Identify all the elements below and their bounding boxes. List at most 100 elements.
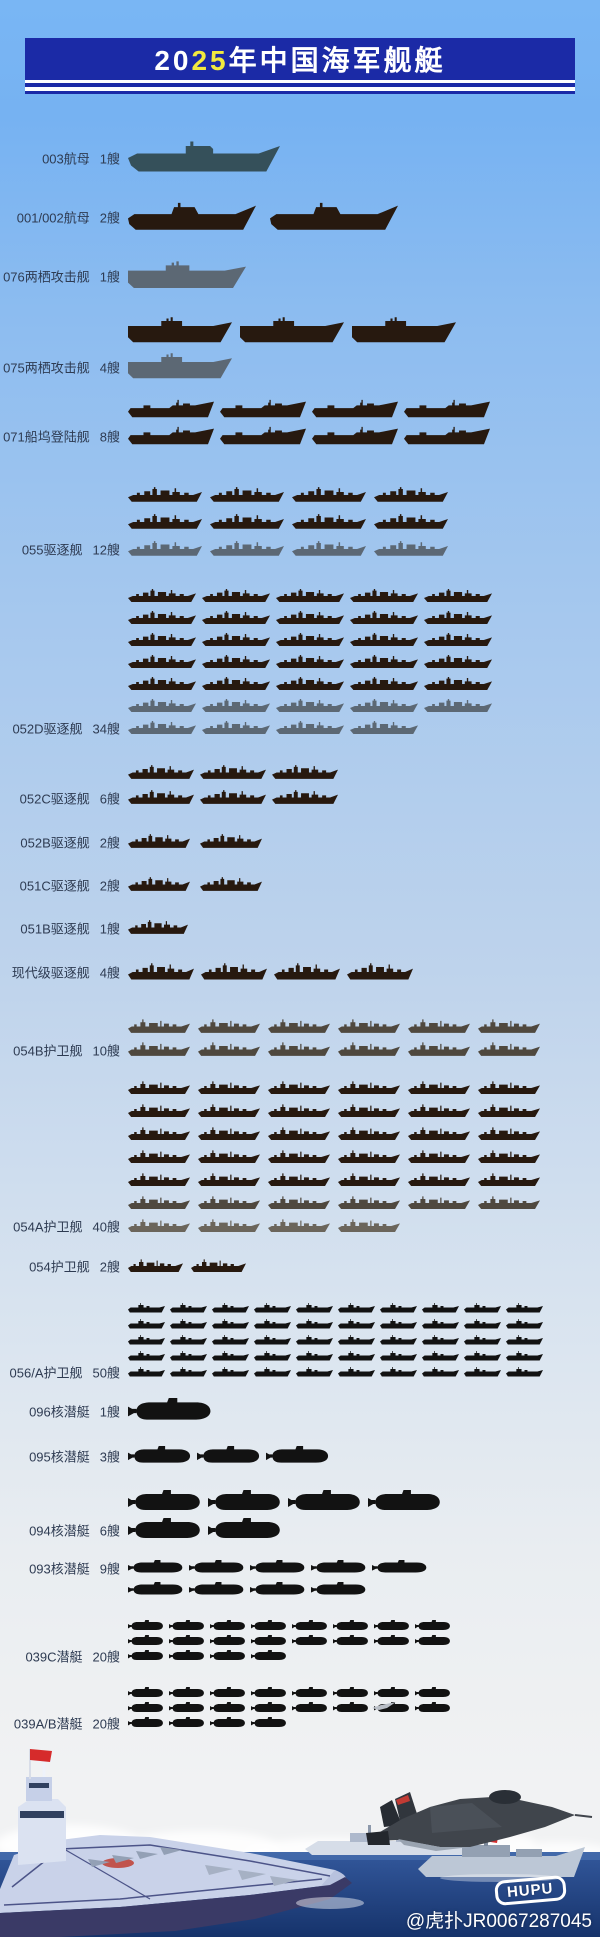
- fleet-label-001002: 001/002航母 2艘: [16, 210, 120, 226]
- ship-row-051C: [128, 876, 262, 893]
- watermark-text: @虎扑JR0067287045: [405, 1911, 592, 1932]
- sub-ship-icon: [374, 1635, 410, 1647]
- ship-row-052B: [128, 833, 262, 850]
- ffg-ship-icon: [198, 1172, 260, 1188]
- sub-ship-icon: [128, 1490, 202, 1514]
- fleet-label-052C: 052C驱逐舰 6艘: [19, 791, 120, 806]
- banner-stripe-navy: [25, 83, 575, 87]
- ffg-ship-icon: [128, 1041, 190, 1058]
- ship-row-054A: [128, 1149, 540, 1165]
- ship-row-071: [128, 398, 490, 420]
- carrier-illustration: [0, 1749, 364, 1937]
- fleet-label-076: 076两栖攻击舰 1艘: [3, 269, 120, 285]
- cvt-ship-icon: [128, 1318, 165, 1330]
- ship-row-052D: [128, 632, 492, 648]
- ship-row-093: [128, 1560, 428, 1575]
- ffg-ship-icon: [478, 1018, 540, 1035]
- ffg-ship-icon: [128, 1149, 190, 1165]
- fleet-label-055: 055驱逐舰 12艘: [21, 542, 120, 558]
- ddg-ship-icon: [347, 962, 413, 982]
- ddg-ship-icon: [128, 588, 196, 604]
- ship-row-051B: [128, 919, 188, 936]
- ship-row-XDJ: [128, 962, 413, 982]
- ship-row-094: [128, 1490, 442, 1514]
- sub-ship-icon: [128, 1620, 164, 1632]
- title-bar: 2025年中国海军舰艇: [25, 38, 575, 80]
- deck-jets-front: [205, 1865, 298, 1886]
- sub-ship-icon: [128, 1518, 202, 1542]
- ship-row-093: [128, 1582, 367, 1597]
- ffg-ship-icon: [198, 1080, 260, 1096]
- ffg-ship-icon: [338, 1195, 400, 1211]
- ffg-ship-icon: [408, 1195, 470, 1211]
- ffg-ship-icon: [191, 1258, 246, 1274]
- cvt-ship-icon: [506, 1366, 543, 1378]
- ddg-ship-icon: [424, 698, 492, 714]
- sub-ship-icon: [333, 1702, 369, 1714]
- fleet-label-052D: 052D驱逐舰 34艘: [12, 721, 120, 737]
- ship-row-052D: [128, 588, 492, 604]
- ddg-ship-icon: [128, 513, 202, 531]
- ffg-ship-icon: [478, 1195, 540, 1211]
- ddg-ship-icon: [374, 540, 448, 558]
- ship-row-095: [128, 1446, 330, 1466]
- sub-ship-icon: [169, 1620, 205, 1632]
- sub-ship-icon: [251, 1620, 287, 1632]
- sub-ship-icon: [292, 1635, 328, 1647]
- sub-ship-icon: [210, 1635, 246, 1647]
- cvt-ship-icon: [170, 1334, 207, 1346]
- sub-ship-icon: [197, 1446, 261, 1466]
- ffg-ship-icon: [268, 1018, 330, 1035]
- ddg-ship-icon: [128, 919, 188, 936]
- ddg-ship-icon: [276, 632, 344, 648]
- ffg-ship-icon: [408, 1149, 470, 1165]
- sub-ship-icon: [251, 1702, 287, 1714]
- cvt-ship-icon: [422, 1318, 459, 1330]
- ffg-ship-icon: [128, 1080, 190, 1096]
- ship-row-056A: [128, 1302, 543, 1314]
- ffg-ship-icon: [338, 1103, 400, 1119]
- lhd-ship-icon: [128, 260, 246, 292]
- ddg-ship-icon: [350, 720, 418, 736]
- ship-row-055: [128, 540, 448, 558]
- sub-ship-icon: [311, 1560, 367, 1575]
- ddg-ship-icon: [374, 486, 448, 504]
- ffg-ship-icon: [338, 1218, 400, 1234]
- ffg-ship-icon: [128, 1218, 190, 1234]
- deck-jets: [88, 1847, 182, 1867]
- sub-ship-icon: [208, 1490, 282, 1514]
- fleet-label-056A: 056/A护卫舰 50艘: [9, 1365, 120, 1381]
- ddg-ship-icon: [272, 789, 338, 806]
- ffg-ship-icon: [128, 1018, 190, 1035]
- ddg-ship-icon: [274, 962, 340, 982]
- cvt-ship-icon: [254, 1302, 291, 1314]
- ship-row-052C: [128, 789, 338, 806]
- cvt-ship-icon: [254, 1350, 291, 1362]
- ddg-ship-icon: [276, 610, 344, 626]
- ship-row-075: [128, 316, 456, 346]
- ddg-ship-icon: [128, 486, 202, 504]
- ddg-ship-icon: [276, 654, 344, 670]
- sub-ship-icon: [128, 1560, 184, 1575]
- ddg-ship-icon: [128, 632, 196, 648]
- ship-row-039C: [128, 1620, 451, 1632]
- cvt-ship-icon: [128, 1302, 165, 1314]
- ddg-ship-icon: [201, 962, 267, 982]
- cvt-ship-icon: [338, 1350, 375, 1362]
- sub-ship-icon: [169, 1702, 205, 1714]
- ship-row-076: [128, 260, 246, 292]
- fleet-label-052B: 052B驱逐舰 2艘: [20, 835, 120, 850]
- sub-ship-icon: [292, 1687, 328, 1699]
- ddg-ship-icon: [200, 876, 262, 893]
- ddg-ship-icon: [202, 588, 270, 604]
- ddg-ship-icon: [128, 962, 194, 982]
- ship-row-052D: [128, 610, 492, 626]
- ddg-ship-icon: [350, 676, 418, 692]
- ffg-ship-icon: [408, 1080, 470, 1096]
- sub-ship-icon: [415, 1635, 451, 1647]
- ship-row-054B: [128, 1018, 540, 1035]
- sub-ship-icon: [128, 1635, 164, 1647]
- ffg-ship-icon: [268, 1218, 330, 1234]
- cvt-ship-icon: [422, 1350, 459, 1362]
